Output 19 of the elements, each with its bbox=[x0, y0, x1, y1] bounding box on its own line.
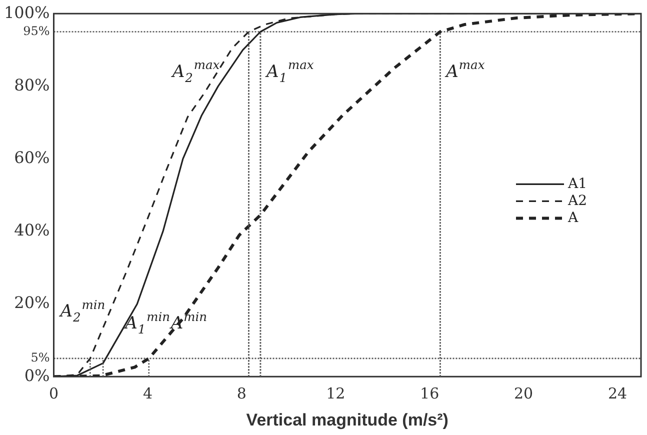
y-tick-label: 80% bbox=[14, 75, 50, 94]
y-tick-label: 60% bbox=[14, 148, 50, 167]
y-tick-label: 95% bbox=[23, 24, 50, 38]
x-tick-label: 20 bbox=[514, 384, 534, 402]
legend-label: A2 bbox=[567, 192, 588, 209]
legend-label: A1 bbox=[567, 176, 588, 192]
x-tick-label: 4 bbox=[142, 384, 152, 402]
y-tick-label: 0% bbox=[24, 366, 50, 385]
y-tick-label: 5% bbox=[30, 350, 50, 365]
y-tick-label: 20% bbox=[14, 293, 50, 312]
x-tick-label: 16 bbox=[420, 384, 440, 402]
y-tick-label: 100% bbox=[4, 2, 50, 22]
y-tick-label: 40% bbox=[14, 220, 50, 240]
legend-label: A bbox=[567, 210, 579, 226]
x-tick-label: 12 bbox=[326, 384, 346, 402]
x-tick-label: 8 bbox=[236, 384, 246, 402]
x-tick-label: 0 bbox=[48, 384, 59, 402]
x-axis-title: Vertical magnitude (m/s²) bbox=[246, 410, 448, 430]
x-tick-label: 24 bbox=[608, 384, 628, 402]
